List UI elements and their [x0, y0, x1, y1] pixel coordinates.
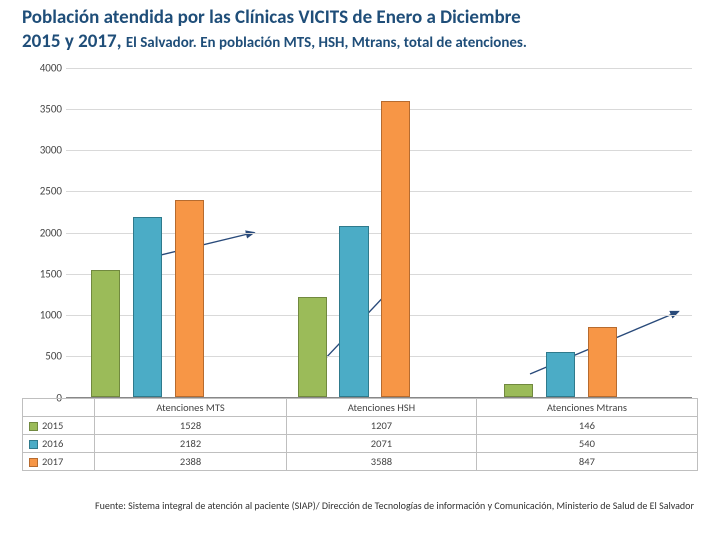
gridline: [66, 109, 692, 110]
y-tick-label: 1500: [22, 267, 62, 280]
bar: [381, 101, 410, 397]
y-tick-label: 1000: [22, 309, 62, 322]
table-cell: 847: [476, 453, 697, 471]
table-cell: 540: [476, 435, 697, 453]
table-corner: [23, 399, 95, 417]
table-cell: 2388: [95, 453, 287, 471]
table-col-header: Atenciones Mtrans: [476, 399, 697, 417]
y-tick-label: 2500: [22, 185, 62, 198]
source-text: Sistema integral de atención al paciente…: [128, 499, 694, 512]
legend-swatch: [29, 440, 38, 449]
bar: [298, 297, 327, 397]
table-cell: 2182: [95, 435, 287, 453]
table-col-header: Atenciones HSH: [287, 399, 477, 417]
gridline: [66, 68, 692, 69]
bar: [588, 327, 617, 397]
table-row-header: 2016: [23, 435, 95, 453]
table-header-row: Atenciones MTSAtenciones HSHAtenciones M…: [23, 399, 698, 417]
title-l1: Población atendida por las Clínicas VICI…: [22, 6, 521, 29]
table-cell: 3588: [287, 453, 477, 471]
source-note: Fuente: Sistema integral de atención al …: [95, 500, 720, 513]
table-cell: 1207: [287, 417, 477, 435]
table-row-header: 2015: [23, 417, 95, 435]
plot-area: 05001000150020002500300035004000: [66, 68, 692, 398]
title-l2-strong: 2015 y 2017,: [22, 30, 126, 53]
y-tick-label: 4000: [22, 61, 62, 74]
table-row-header: 2017: [23, 453, 95, 471]
table-row: 201515281207146: [23, 417, 698, 435]
title-line-1: Población atendida por las Clínicas VICI…: [22, 6, 698, 30]
title-block: Población atendida por las Clínicas VICI…: [0, 0, 720, 56]
table-cell: 2071: [287, 435, 477, 453]
table-row: 201723883588847: [23, 453, 698, 471]
bar: [133, 217, 162, 397]
y-tick-label: 3500: [22, 102, 62, 115]
chart: 05001000150020002500300035004000: [22, 60, 698, 430]
y-tick-label: 500: [22, 350, 62, 363]
y-tick-label: 3000: [22, 144, 62, 157]
bar: [339, 226, 368, 397]
source-label: Fuente:: [95, 499, 128, 512]
table-cell: 146: [476, 417, 697, 435]
table-cell: 1528: [95, 417, 287, 435]
bar: [546, 352, 575, 397]
y-tick-label: 2000: [22, 226, 62, 239]
data-table: Atenciones MTSAtenciones HSHAtenciones M…: [22, 398, 698, 471]
bar: [91, 270, 120, 396]
gridline: [66, 150, 692, 151]
bar: [504, 384, 533, 396]
bar: [175, 200, 204, 397]
gridline: [66, 191, 692, 192]
title-line-2: 2015 y 2017, El Salvador. En población M…: [22, 30, 698, 54]
legend-swatch: [29, 458, 38, 467]
legend-swatch: [29, 422, 38, 431]
table-row: 201621822071540: [23, 435, 698, 453]
table-col-header: Atenciones MTS: [95, 399, 287, 417]
title-l2-rest: El Salvador. En población MTS, HSH, Mtra…: [126, 34, 527, 52]
